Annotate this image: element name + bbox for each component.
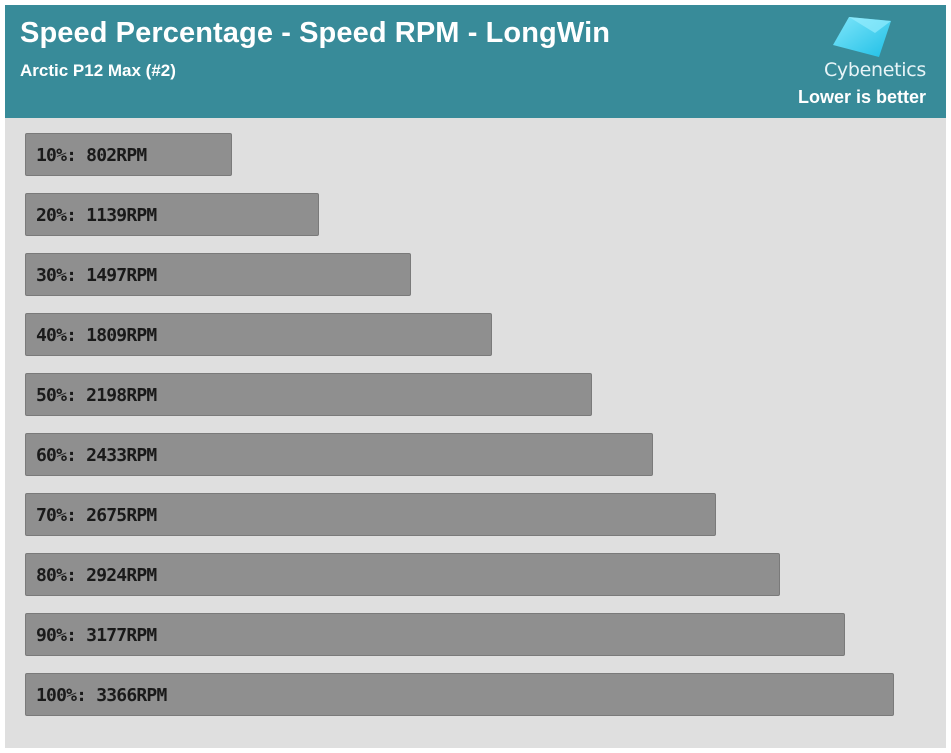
lower-is-better-note: Lower is better — [797, 87, 926, 107]
chart-title: Speed Percentage - Speed RPM - LongWin — [20, 17, 611, 49]
bar-40pct: 40%: 1809RPM — [25, 313, 492, 356]
bar-area: 10%: 802RPM 20%: 1139RPM 30%: 1497RPM 40%: … — [5, 5, 946, 748]
bar-70pct: 70%: 2675RPM — [25, 493, 716, 536]
cybenetics-logo: Cybenetics — [815, 11, 935, 81]
bar-label: 30%: 1497RPM — [36, 265, 157, 286]
bar-label: 60%: 2433RPM — [36, 445, 157, 466]
bar-50pct: 50%: 2198RPM — [25, 373, 592, 416]
bar-label: 40%: 1809RPM — [36, 325, 157, 346]
bar-label: 100%: 3366RPM — [36, 685, 167, 706]
bar-90pct: 90%: 3177RPM — [25, 613, 845, 656]
cybenetics-logo-icon — [833, 17, 891, 57]
bar-80pct: 80%: 2924RPM — [25, 553, 780, 596]
bar-100pct: 100%: 3366RPM — [25, 673, 894, 716]
bar-10pct: 10%: 802RPM — [25, 133, 232, 176]
bar-label: 70%: 2675RPM — [36, 505, 157, 526]
chart-header: Speed Percentage - Speed RPM - LongWin A… — [5, 5, 946, 118]
bar-label: 80%: 2924RPM — [36, 565, 157, 586]
bar-30pct: 30%: 1497RPM — [25, 253, 411, 296]
bar-label: 50%: 2198RPM — [36, 385, 157, 406]
bar-label: 20%: 1139RPM — [36, 205, 157, 226]
bar-label: 90%: 3177RPM — [36, 625, 157, 646]
logo-wordmark: Cybenetics — [823, 59, 927, 81]
bar-label: 10%: 802RPM — [36, 145, 147, 166]
chart-card: Speed Percentage - Speed RPM - LongWin A… — [5, 5, 946, 748]
bar-60pct: 60%: 2433RPM — [25, 433, 653, 476]
bar-20pct: 20%: 1139RPM — [25, 193, 319, 236]
chart-subtitle: Arctic P12 Max (#2) — [20, 61, 176, 80]
